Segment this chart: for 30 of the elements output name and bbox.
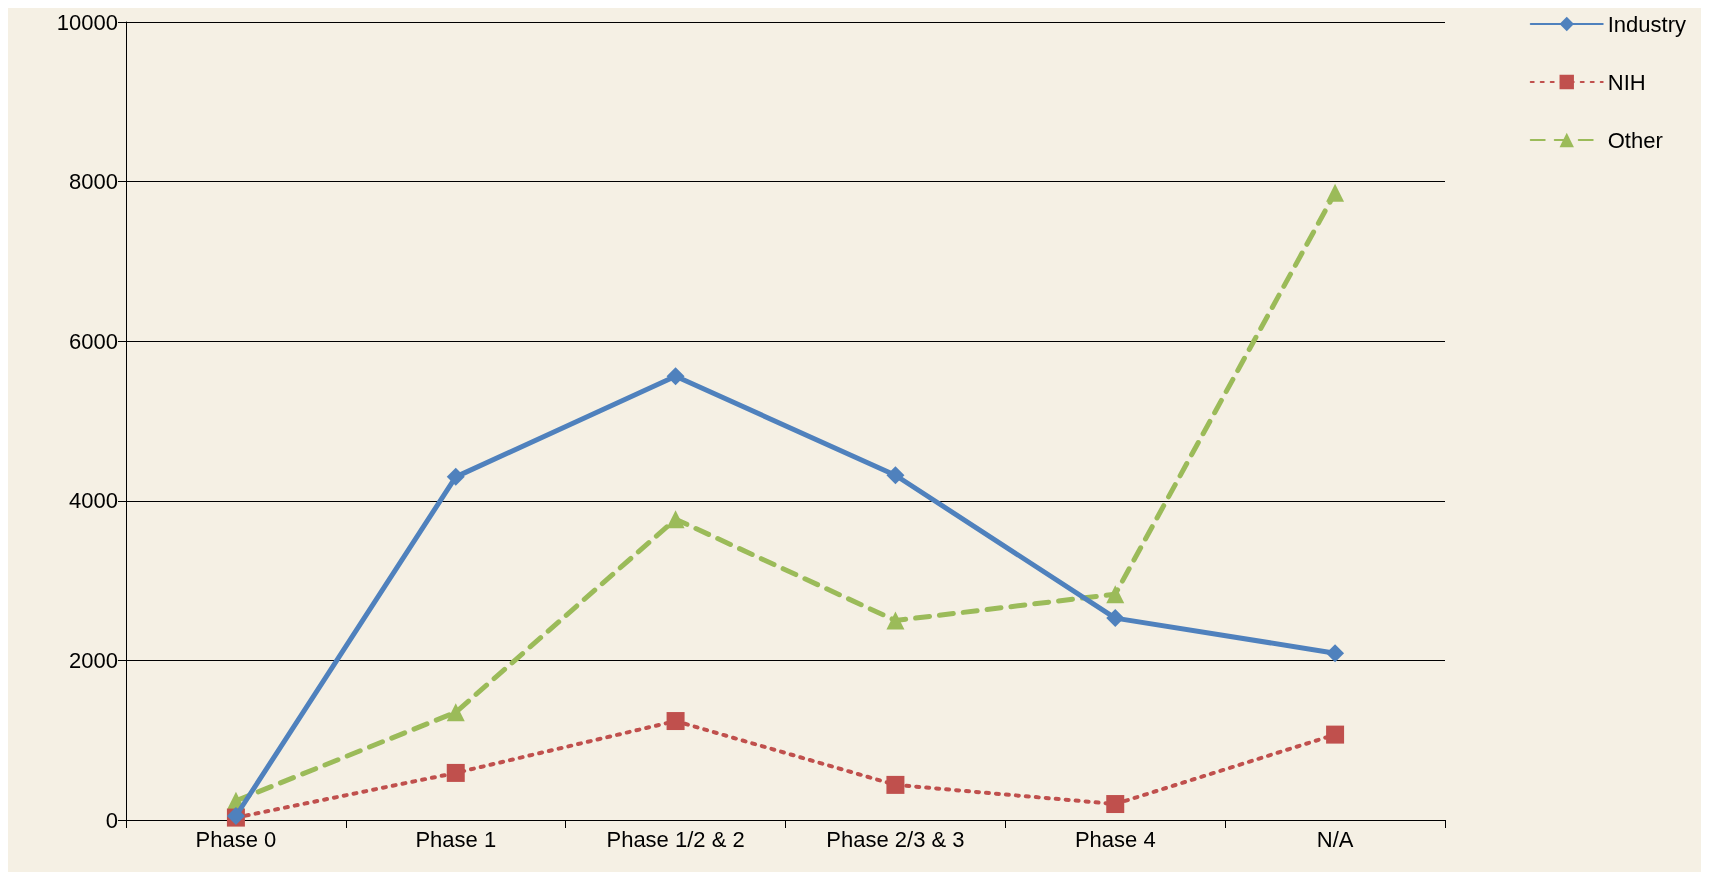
y-tick-label: 6000 <box>69 328 118 354</box>
x-tick-label: Phase 4 <box>1074 826 1156 852</box>
point <box>1106 585 1125 604</box>
point <box>1106 795 1125 814</box>
y-tick-label: 4000 <box>69 488 118 514</box>
y-tick-label: 8000 <box>69 169 118 195</box>
point <box>1326 644 1345 663</box>
x-tick-label: N/A <box>1316 826 1354 852</box>
point <box>446 467 465 486</box>
point <box>886 775 905 794</box>
point <box>886 466 905 485</box>
point <box>1326 183 1345 202</box>
point <box>666 510 685 529</box>
legend-label: Other <box>1607 127 1663 153</box>
legend-label: NIH <box>1607 69 1646 95</box>
y-tick-label: 0 <box>105 807 118 833</box>
point <box>446 763 465 782</box>
point <box>666 367 685 386</box>
point <box>446 703 465 722</box>
point <box>886 611 905 630</box>
x-tick-label: Phase 2/3 & 3 <box>826 826 965 852</box>
point <box>1106 609 1125 628</box>
x-tick-label: Phase 1 <box>415 826 497 852</box>
x-tick-label: Phase 0 <box>195 826 277 852</box>
y-tick-label: 2000 <box>69 647 118 673</box>
y-tick-label: 10000 <box>56 9 118 35</box>
point <box>1326 725 1345 744</box>
point <box>666 712 685 731</box>
x-tick-label: Phase 1/2 & 2 <box>606 826 745 852</box>
legend-label: Industry <box>1607 11 1687 37</box>
